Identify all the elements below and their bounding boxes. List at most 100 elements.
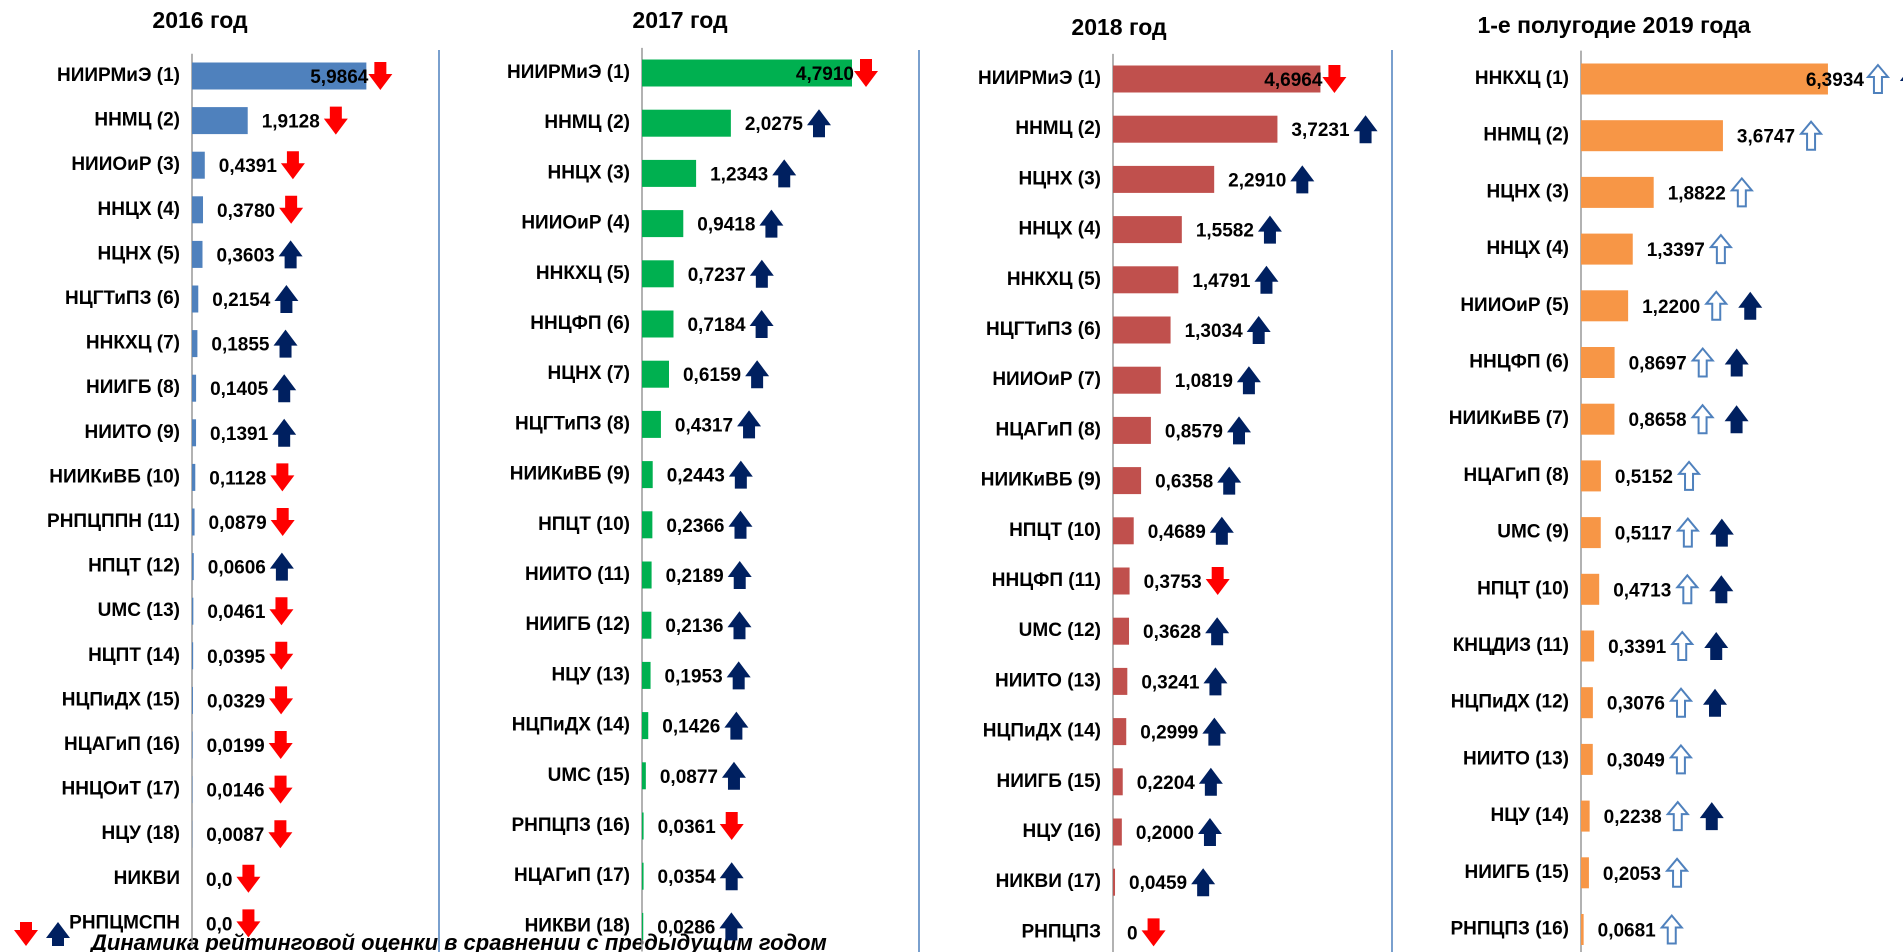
category-label: НИИОиР (3) xyxy=(71,154,180,175)
category-label: ННЦФП (6) xyxy=(530,313,630,334)
bar xyxy=(642,712,649,740)
category-label: НЦПиДХ (15) xyxy=(62,689,180,710)
value-label: 0,0329 xyxy=(207,691,265,712)
bar xyxy=(1113,517,1134,545)
category-label: НЦУ (16) xyxy=(1023,821,1102,842)
trend-arrow xyxy=(279,195,304,224)
category-label: НЦУ (13) xyxy=(552,664,631,685)
value-label: 0,0459 xyxy=(1129,873,1187,894)
trend-arrow xyxy=(1198,767,1223,796)
trend-arrow xyxy=(278,240,303,269)
category-label: ННМЦ (2) xyxy=(1483,125,1569,146)
trend-arrow xyxy=(727,561,752,589)
trend-arrow xyxy=(269,552,294,581)
trend-arrow xyxy=(1290,165,1315,194)
value-label: 0,2000 xyxy=(1136,823,1194,844)
value-label: 0,8579 xyxy=(1165,421,1223,442)
category-label: НЦАГиП (16) xyxy=(64,734,180,755)
value-label: 0,6358 xyxy=(1155,472,1213,493)
trend-arrow xyxy=(1141,918,1166,947)
value-label: 0,5117 xyxy=(1615,524,1672,545)
trend-arrow xyxy=(269,641,294,670)
value-label: 0,0087 xyxy=(206,825,264,846)
category-label: ННМЦ (2) xyxy=(544,112,630,133)
value-label: 0,1391 xyxy=(210,424,269,445)
category-label: НЦПиДХ (12) xyxy=(1451,692,1569,713)
value-label: 0,7237 xyxy=(688,265,746,286)
trend-arrow-outline xyxy=(1690,403,1715,435)
category-label: ННЦХ (3) xyxy=(548,162,631,183)
value-label: 6,3934 xyxy=(1806,70,1865,91)
trend-arrow xyxy=(724,711,749,740)
value-label: 0,7184 xyxy=(687,315,746,336)
value-label: 1,5582 xyxy=(1196,221,1254,242)
bar xyxy=(1581,687,1593,719)
bar xyxy=(1581,857,1589,889)
bar xyxy=(1581,914,1584,945)
value-label: 0,2154 xyxy=(212,290,271,311)
value-label: 0,3603 xyxy=(216,245,274,266)
category-label: НЦАГиП (8) xyxy=(996,419,1101,440)
value-label: 0,2238 xyxy=(1604,807,1662,828)
category-label: НЦПиДХ (14) xyxy=(983,721,1101,742)
value-label: 0,3391 xyxy=(1608,637,1667,658)
category-label: РНПЦПЗ xyxy=(1022,921,1102,942)
category-label: НЦНХ (5) xyxy=(98,243,181,264)
trend-arrow-outline xyxy=(1665,800,1690,832)
value-label: 0,1953 xyxy=(665,666,723,687)
legend-down-arrow xyxy=(14,922,38,946)
value-label: 0,1128 xyxy=(209,468,266,489)
value-label: 0,8658 xyxy=(1628,410,1686,431)
trend-arrow xyxy=(737,410,762,439)
value-label: 0,8697 xyxy=(1629,354,1687,375)
trend-arrow-outline xyxy=(1664,857,1690,888)
bar xyxy=(1113,617,1130,645)
trend-arrow xyxy=(272,418,297,447)
category-label: НЦНХ (7) xyxy=(548,363,631,384)
bar xyxy=(1581,743,1593,775)
category-label: UMC (12) xyxy=(1019,620,1101,641)
trend-arrow xyxy=(269,686,294,715)
category-label: РНПЦМСПН xyxy=(69,912,180,933)
trend-arrow xyxy=(268,820,293,849)
panel-title: 2018 год xyxy=(1071,14,1167,40)
value-label: 0,0 xyxy=(206,914,232,935)
trend-arrow-outline xyxy=(1708,233,1734,265)
bar xyxy=(192,151,205,179)
bar xyxy=(1113,115,1278,143)
category-label: НИИРМиЭ (1) xyxy=(57,65,180,86)
value-label: 4,7910 xyxy=(796,64,854,85)
bar xyxy=(642,109,731,137)
trend-arrow xyxy=(323,106,348,135)
bar xyxy=(192,463,196,491)
value-label: 0,3049 xyxy=(1607,750,1665,771)
value-label: 1,2200 xyxy=(1642,297,1700,318)
trend-arrow xyxy=(1217,466,1242,495)
category-label: ННКХЦ (5) xyxy=(1007,269,1101,290)
trend-arrow xyxy=(728,510,753,539)
value-label: 0,0354 xyxy=(658,867,717,888)
category-label: НИИКиВБ (9) xyxy=(510,464,630,485)
bar xyxy=(192,508,195,536)
trend-arrow xyxy=(236,909,261,938)
category-label: НИИТО (13) xyxy=(1463,748,1569,769)
trend-arrow xyxy=(1353,115,1378,144)
bar xyxy=(1113,266,1179,294)
bar xyxy=(642,661,651,689)
bar xyxy=(1581,800,1590,832)
trend-arrow xyxy=(268,775,293,804)
legend-note: Динамика рейтинговой оценки в сравнении … xyxy=(89,930,827,952)
value-label: 0,0146 xyxy=(206,781,264,802)
bar xyxy=(1581,290,1629,322)
value-label: 0,2189 xyxy=(666,566,724,587)
category-label: РНПЦППН (11) xyxy=(47,511,180,532)
trend-arrow xyxy=(1738,291,1763,320)
trend-arrow-outline xyxy=(1676,460,1702,491)
category-label: НПЦТ (10) xyxy=(538,514,630,535)
trend-arrow xyxy=(719,912,744,941)
bar xyxy=(642,611,652,639)
value-label: 1,8822 xyxy=(1668,183,1726,204)
value-label: 1,9128 xyxy=(262,112,320,133)
category-label: НИИТО (13) xyxy=(995,670,1101,691)
category-label: ННКХЦ (1) xyxy=(1475,68,1569,89)
